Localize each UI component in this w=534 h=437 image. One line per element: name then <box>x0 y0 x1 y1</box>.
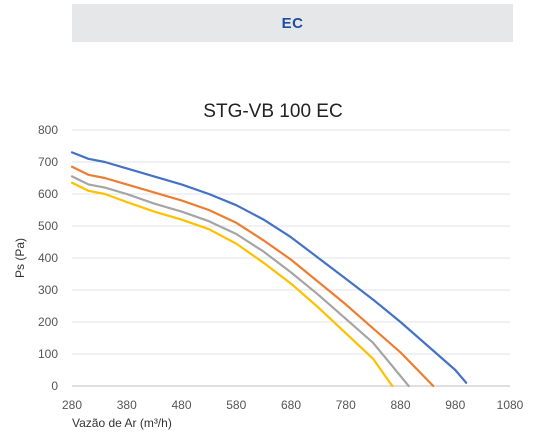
chart-title: STG-VB 100 EC <box>203 101 342 122</box>
x-tick-label: 980 <box>445 398 465 412</box>
grid-lines <box>72 129 510 387</box>
y-tick-label: 0 <box>51 379 58 393</box>
header-band: EC <box>72 4 513 42</box>
y-tick-label: 200 <box>38 315 58 329</box>
x-tick-label: 880 <box>390 398 410 412</box>
y-tick-label: 300 <box>38 283 58 297</box>
x-tick-label: 580 <box>226 398 246 412</box>
y-tick-label: 500 <box>38 219 58 233</box>
x-tick-label: 280 <box>62 398 82 412</box>
y-axis-label: Ps (Pa) <box>13 238 27 278</box>
y-tick-label: 600 <box>38 187 58 201</box>
x-tick-label: 380 <box>117 398 137 412</box>
series-line-1 <box>70 151 468 384</box>
x-tick-label: 1080 <box>497 398 524 412</box>
y-axis-ticks: 0 100 200 300 400 500 600 700 800 <box>38 123 58 393</box>
header-label: EC <box>281 14 304 32</box>
x-tick-label: 480 <box>171 398 191 412</box>
series-lines <box>70 151 468 388</box>
pressure-flow-chart: STG-VB 100 EC 0100200300400500600700800 … <box>13 101 524 430</box>
x-tick-label: 780 <box>336 398 356 412</box>
x-axis-label: Vazão de Ar (m³/h) <box>72 416 172 430</box>
y-tick-label: 400 <box>38 251 58 265</box>
y-tick-label: 100 <box>38 347 58 361</box>
series-line-3 <box>70 175 410 388</box>
y-tick-label: 700 <box>38 155 58 169</box>
series-line-2 <box>70 165 435 388</box>
y-tick-label: 800 <box>38 123 58 137</box>
series-line-4 <box>70 181 394 388</box>
x-tick-label: 680 <box>281 398 301 412</box>
x-axis-ticks: 280 380 480 580 680 780 880 980 1080 <box>62 398 524 412</box>
